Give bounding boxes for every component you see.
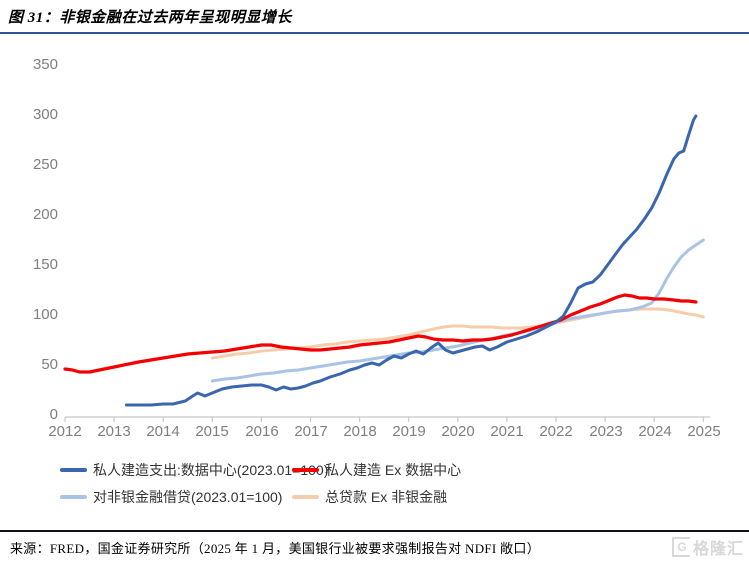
watermark-g-icon: G bbox=[671, 537, 690, 557]
x-tick-2013: 2013 bbox=[97, 423, 131, 440]
y-tick-150: 150 bbox=[32, 256, 58, 273]
legend-item-nbfi-lending: 对非银金融借贷(2023.01=100) bbox=[60, 488, 282, 506]
y-tick-250: 250 bbox=[32, 156, 58, 173]
y-tick-50: 50 bbox=[41, 356, 58, 373]
legend-swatch-red bbox=[292, 468, 319, 472]
x-tick-2012: 2012 bbox=[48, 423, 82, 440]
figure-title: 图 31：非银金融在过去两年呈现明显增长 bbox=[8, 10, 292, 26]
legend-swatch-dark-blue bbox=[60, 468, 87, 472]
legend-label: 对非银金融借贷(2023.01=100) bbox=[93, 489, 283, 505]
footer-divider bbox=[0, 530, 749, 532]
x-tick-2022: 2022 bbox=[539, 423, 573, 440]
y-tick-0: 0 bbox=[49, 406, 58, 423]
x-tick-2021: 2021 bbox=[490, 423, 524, 440]
y-tick-200: 200 bbox=[32, 206, 58, 223]
series-line-datacenter-construction bbox=[124, 114, 698, 407]
legend-item-private-construction-ex-datacenter: 私人建造 Ex 数据中心 bbox=[292, 461, 461, 479]
title-divider bbox=[0, 32, 749, 34]
y-tick-300: 300 bbox=[32, 106, 58, 123]
legend-label: 总贷款 Ex 非银金融 bbox=[325, 489, 448, 505]
legend-item-datacenter-construction: 私人建造支出:数据中心(2023.01=100) bbox=[60, 461, 328, 479]
x-tick-2017: 2017 bbox=[294, 423, 328, 440]
x-tick-2016: 2016 bbox=[245, 423, 279, 440]
series-line-nbfi-lending bbox=[210, 238, 705, 383]
x-tick-2014: 2014 bbox=[146, 423, 180, 440]
watermark-logo: G 格隆汇 bbox=[671, 535, 744, 559]
x-tick-2018: 2018 bbox=[343, 423, 377, 440]
legend-item-total-loans-ex-nbfi: 总贷款 Ex 非银金融 bbox=[292, 488, 447, 506]
x-tick-2015: 2015 bbox=[195, 423, 229, 440]
x-tick-2019: 2019 bbox=[392, 423, 426, 440]
source-note: 来源：FRED，国金证券研究所（2025 年 1 月，美国银行业被要求强制报告对… bbox=[10, 541, 541, 556]
x-tick-2025: 2025 bbox=[687, 423, 721, 440]
series-line-private-construction-ex-datacenter bbox=[63, 293, 698, 374]
watermark-label: 格隆汇 bbox=[692, 541, 744, 558]
x-tick-2023: 2023 bbox=[589, 423, 623, 440]
y-tick-350: 350 bbox=[32, 56, 58, 73]
x-axis-ticks bbox=[64, 417, 704, 422]
y-tick-100: 100 bbox=[32, 306, 58, 323]
legend-label: 私人建造 Ex 数据中心 bbox=[325, 462, 462, 478]
legend-swatch-light-blue bbox=[60, 495, 87, 499]
legend-swatch-light-orange bbox=[292, 495, 319, 499]
x-tick-2024: 2024 bbox=[638, 423, 672, 440]
x-tick-2020: 2020 bbox=[441, 423, 475, 440]
legend-label: 私人建造支出:数据中心(2023.01=100) bbox=[93, 462, 329, 478]
